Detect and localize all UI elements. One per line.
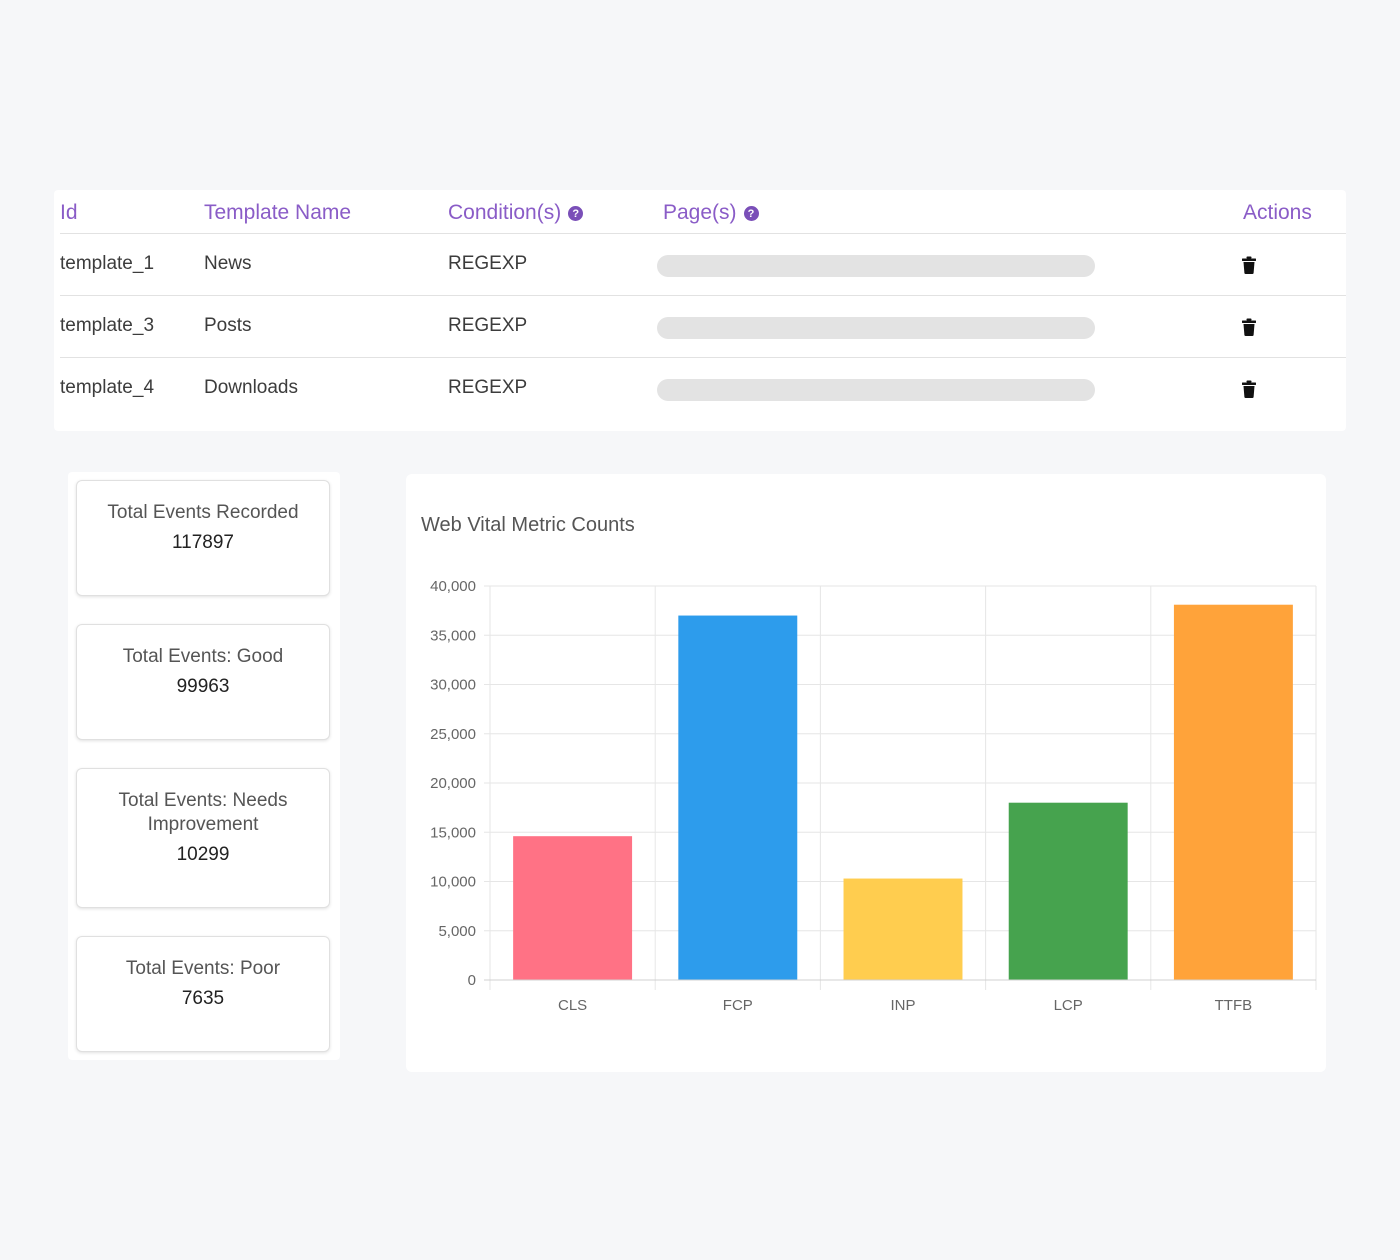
column-header-conditions-label: Condition(s)	[448, 200, 562, 224]
column-header-conditions[interactable]: Condition(s) ?	[448, 190, 584, 233]
stat-value: 7635	[181, 988, 225, 1009]
stat-card-needs-improvement: Total Events: Needs Improvement 10299	[76, 768, 330, 908]
x-tick-label: INP	[890, 997, 915, 1014]
template-condition: REGEXP	[448, 314, 528, 336]
template-id: template_1	[60, 252, 155, 274]
column-header-template-name[interactable]: Template Name	[204, 200, 352, 224]
y-tick-label: 30,000	[430, 677, 476, 694]
template-condition: REGEXP	[448, 252, 528, 274]
templates-table: Id Template Name Condition(s) ? Page(s) …	[54, 190, 1346, 431]
table-row: template_3 Posts REGEXP	[60, 296, 1346, 358]
pages-placeholder-bar	[657, 254, 1095, 277]
table-header-row: Id Template Name Condition(s) ? Page(s) …	[60, 190, 1346, 234]
column-header-pages-label: Page(s)	[663, 200, 737, 224]
template-name: Posts	[204, 314, 252, 336]
x-tick-label: LCP	[1054, 997, 1083, 1014]
template-name: Downloads	[204, 377, 298, 398]
y-tick-label: 0	[468, 972, 476, 989]
stat-title: Total Events: Poor	[125, 958, 281, 979]
stat-card-poor: Total Events: Poor 7635	[76, 936, 330, 1052]
trash-icon-lid	[1242, 320, 1256, 323]
delete-template-button[interactable]	[1242, 318, 1256, 336]
trash-icon	[1243, 323, 1255, 336]
column-header-actions: Actions	[1243, 200, 1312, 224]
bar-cls	[513, 836, 633, 980]
y-tick-label: 15,000	[430, 824, 476, 841]
bar-lcp	[1008, 802, 1128, 980]
template-name: News	[204, 252, 252, 274]
stats-panel: Total Events Recorded 117897 Total Event…	[68, 472, 340, 1060]
x-tick-label: FCP	[723, 997, 753, 1014]
stat-title: Total Events Recorded	[107, 502, 299, 523]
y-tick-label: 35,000	[430, 627, 476, 644]
delete-template-button[interactable]	[1242, 380, 1256, 398]
column-header-pages[interactable]: Page(s) ?	[663, 190, 759, 233]
stat-title: Total Events: Needs Improvement	[118, 790, 288, 835]
pages-placeholder-bar	[657, 316, 1095, 339]
pages-placeholder-bar	[657, 379, 1095, 401]
table-row: template_1 News REGEXP	[60, 234, 1346, 296]
stat-value: 99963	[176, 676, 230, 697]
trash-icon-handle	[1246, 380, 1252, 383]
stat-card-total-recorded: Total Events Recorded 117897	[76, 480, 330, 596]
x-tick-label: TTFB	[1215, 997, 1253, 1014]
stat-card-good: Total Events: Good 99963	[76, 624, 330, 740]
delete-template-button[interactable]	[1242, 256, 1256, 274]
y-tick-label: 25,000	[430, 726, 476, 743]
web-vitals-bar-chart: 40,000 35,000 30,000 25,000 20,000 15,000 10,0…	[430, 578, 1317, 1014]
table-row: template_4 Downloads REGEXP	[60, 358, 1346, 420]
stat-value: 117897	[172, 532, 234, 553]
y-tick-label: 10,000	[430, 874, 476, 891]
web-vitals-chart-card: Web Vital Metric Counts 40,000 35,000 30,0…	[406, 474, 1326, 1072]
template-id: template_4	[60, 377, 155, 398]
bar-fcp	[678, 615, 798, 980]
bar-ttfb	[1173, 604, 1293, 980]
trash-icon	[1243, 261, 1255, 274]
column-header-id[interactable]: Id	[60, 200, 78, 224]
bar-inp	[843, 878, 963, 980]
trash-icon-handle	[1246, 318, 1252, 320]
template-condition: REGEXP	[448, 377, 528, 398]
template-id: template_3	[60, 314, 155, 336]
trash-icon-lid	[1242, 382, 1256, 385]
x-tick-label: CLS	[558, 997, 587, 1014]
pages-help-icon[interactable]: ?	[743, 206, 759, 221]
y-tick-label: 40,000	[430, 578, 476, 595]
stat-title: Total Events: Good	[122, 646, 284, 667]
stat-value: 10299	[176, 844, 230, 865]
trash-icon-handle	[1246, 256, 1252, 258]
conditions-help-icon[interactable]: ?	[568, 206, 584, 221]
y-tick-label: 20,000	[430, 775, 476, 792]
trash-icon-lid	[1242, 258, 1256, 261]
y-tick-label: 5,000	[438, 923, 476, 940]
chart-title: Web Vital Metric Counts	[421, 514, 635, 536]
trash-icon	[1243, 386, 1255, 398]
